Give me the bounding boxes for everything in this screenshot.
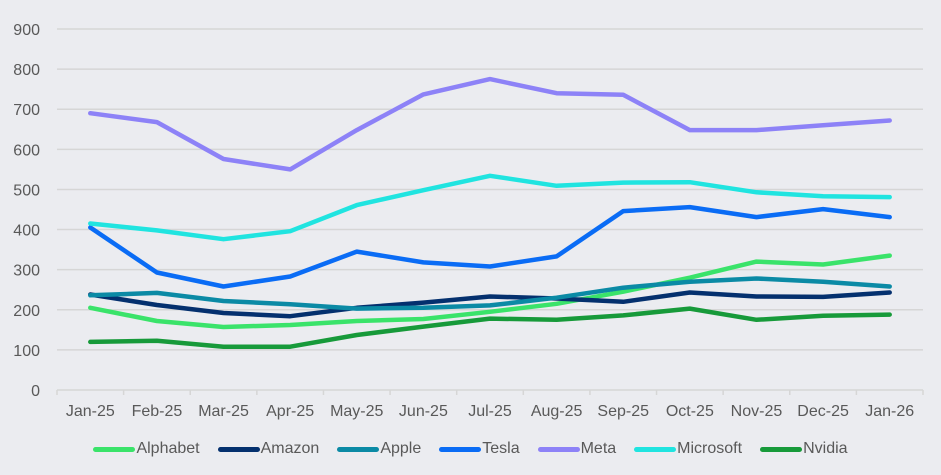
y-tick-label: 600 [13,142,40,159]
y-tick-label: 200 [13,303,40,320]
y-tick-label: 0 [31,383,40,400]
legend-item-tesla: Tesla [439,440,520,458]
x-tick-label: Aug-25 [531,403,583,420]
legend-label: Amazon [260,440,320,457]
legend-label: Nvidia [803,440,848,457]
y-tick-label: 400 [13,223,40,240]
series-line-apple [88,276,892,311]
x-tick-label: Jan-25 [66,403,115,420]
legend-swatch [634,446,677,452]
legend-item-amazon: Amazon [217,440,320,458]
x-tick-label: Feb-25 [132,403,183,420]
y-tick-label: 500 [13,182,40,199]
legend-item-meta: Meta [537,440,617,458]
x-tick-label: Mar-25 [198,403,249,420]
legend-item-apple: Apple [337,440,421,458]
legend-label: Apple [380,440,422,457]
legend-swatch [537,446,580,452]
x-tick-label: Jul-25 [468,403,512,420]
x-axis: Jan-25 Feb-25 Mar-25 Apr-25 May-25 Jun-25 Jul-… [56,389,924,420]
y-tick-label: 100 [13,343,40,360]
legend-label: Meta [580,440,617,457]
legend-swatch [439,446,482,452]
x-tick-label: Jan-26 [865,403,914,420]
legend-swatch [337,446,380,452]
x-tick-label: Dec-25 [797,403,849,420]
y-axis-ticks: 0 100 200 300 400 500 600 700 800 900 [13,22,40,400]
legend-item-alphabet: Alphabet [93,440,200,458]
legend-swatch [760,446,803,452]
legend-swatch [217,446,260,452]
legend: Alphabet Amazon Apple Tesla Meta Microsoft Nvi… [0,440,941,458]
x-tick-label: Sep-25 [597,403,649,420]
legend-label: Microsoft [677,440,743,457]
y-tick-label: 900 [13,22,40,39]
legend-item-microsoft: Microsoft [634,440,742,458]
x-tick-label: Apr-25 [266,403,314,420]
legend-swatch [93,446,136,452]
series-line-meta [88,76,892,172]
series-line-tesla [88,204,892,289]
y-tick-label: 700 [13,102,40,119]
x-tick-label: Oct-25 [666,403,714,420]
legend-label: Alphabet [136,440,200,457]
series-lines [88,76,892,349]
y-tick-label: 800 [13,62,40,79]
x-tick-label: Jun-25 [399,403,448,420]
x-tick-label: Nov-25 [731,403,783,420]
y-tick-label: 300 [13,263,40,280]
series-line-amazon [88,290,892,319]
x-tick-label: May-25 [330,403,383,420]
legend-label: Tesla [482,440,520,457]
series-line-alphabet [88,253,892,330]
legend-item-nvidia: Nvidia [760,440,848,458]
